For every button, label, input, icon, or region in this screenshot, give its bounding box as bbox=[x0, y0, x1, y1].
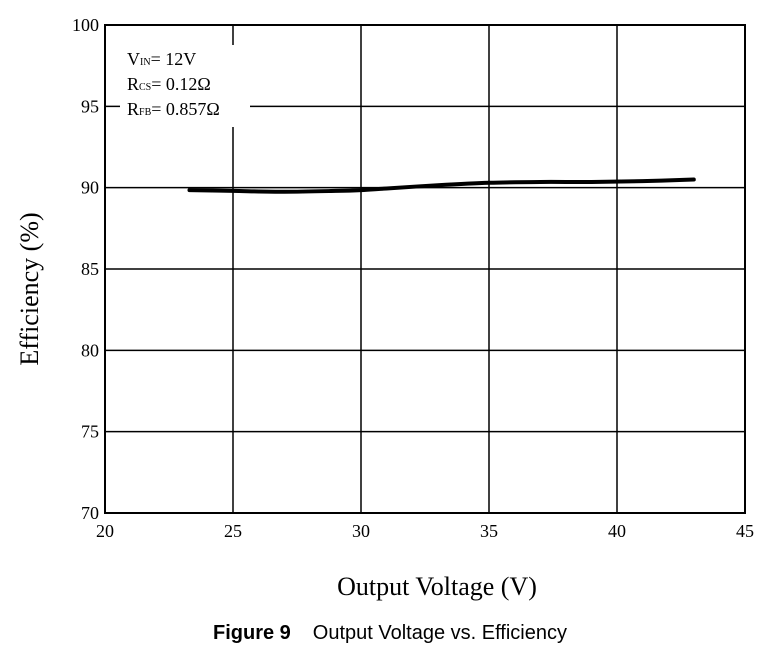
x-tick-label: 30 bbox=[352, 521, 370, 541]
annotation-box bbox=[120, 45, 250, 127]
y-tick-label: 80 bbox=[81, 340, 99, 360]
x-tick-label: 25 bbox=[224, 521, 242, 541]
annotation-line: RFB= 0.857Ω bbox=[127, 99, 220, 119]
y-tick-label: 90 bbox=[81, 178, 99, 198]
efficiency-series-line bbox=[187, 177, 696, 194]
annotation-line: RCS= 0.12Ω bbox=[127, 74, 211, 94]
y-tick-label: 85 bbox=[81, 259, 99, 279]
grid-lines bbox=[105, 25, 745, 513]
efficiency-chart: 20 25 30 35 40 45 70 75 80 85 90 95 100 VIN= 12V RCS… bbox=[15, 15, 754, 601]
x-tick-label: 20 bbox=[96, 521, 114, 541]
x-tick-label: 35 bbox=[480, 521, 498, 541]
annotation-line: VIN= 12V bbox=[127, 49, 196, 69]
figure-caption-text: Output Voltage vs. Efficiency bbox=[312, 622, 567, 644]
y-tick-labels: 70 75 80 85 90 95 100 bbox=[72, 15, 99, 523]
y-axis-label: Efficiency (%) bbox=[15, 212, 44, 365]
x-tick-label: 40 bbox=[608, 521, 626, 541]
y-tick-label: 75 bbox=[81, 422, 99, 442]
y-tick-label: 100 bbox=[72, 15, 99, 35]
figure-caption: Figure 9 Output Voltage vs. Efficiency bbox=[0, 622, 780, 645]
x-tick-labels: 20 25 30 35 40 45 bbox=[96, 521, 754, 541]
x-axis-label: Output Voltage (V) bbox=[337, 572, 537, 601]
y-tick-label: 95 bbox=[81, 96, 99, 116]
plot-frame bbox=[104, 24, 746, 514]
x-tick-label: 45 bbox=[736, 521, 754, 541]
annotation-text: VIN= 12V RCS= 0.12Ω RFB= 0.857Ω bbox=[127, 49, 220, 119]
y-tick-label: 70 bbox=[81, 503, 99, 523]
figure-label: Figure 9 bbox=[212, 622, 291, 644]
